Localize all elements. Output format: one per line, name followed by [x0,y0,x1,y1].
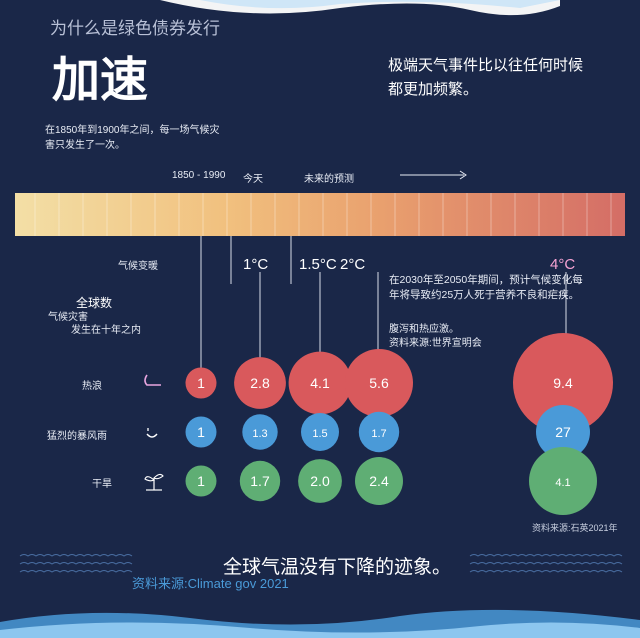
bubble-heat-4 [513,333,613,433]
bubble-storm-4 [536,405,590,459]
right-note: 极端天气事件比以往任何时候都更加频繁。 [388,57,584,98]
temp-label-1-5c: 1.5°C [299,256,337,273]
header-subtitle: 为什么是绿色债券发行 [50,19,220,38]
period-today: 今天 [243,174,263,185]
storm-icon [146,428,158,438]
bubble-label-heat-4: 9.4 [553,375,573,391]
bubble-label-heat-1: 2.8 [250,375,270,391]
warming-label: 气候变暖 [118,261,158,272]
footer-message: 全球气温没有下降的迹象。 [223,557,452,578]
bubble-label-drought-1: 1.7 [250,473,270,489]
bubble-storm-0 [185,416,217,448]
global-count-sub2: 发生在十年之内 [71,325,141,336]
row-label-storm: 猛烈的暴风雨 [47,431,107,442]
bubble-label-heat-2: 4.1 [310,375,330,391]
intro-text: 在1850年到1900年之间，每一场气候灾害只发生了一次。 [45,125,220,151]
row-label-heat: 热浪 [82,381,102,392]
bubble-label-drought-2: 2.0 [310,473,330,489]
period-future: 未来的预测 [304,174,354,185]
bubble-drought-2 [298,459,342,503]
bubble-storm-2 [301,413,339,451]
temp-label-2c: 2°C [340,256,366,273]
global-count-sub1: 气候灾害 [48,312,88,323]
bubble-label-heat-3: 5.6 [369,375,389,391]
bubble-heat-2 [288,351,352,415]
annotation-text: 在2030年至2050年期间，预计气候变化每年将导致约25万人死于营养不良和疟疾… [389,274,583,301]
bubble-heat-1 [234,357,286,409]
bubble-drought-1 [239,460,281,502]
wavy-line-decoration [19,554,623,573]
bubble-label-storm-0: 1 [197,424,205,440]
bubble-heat-3 [345,349,413,417]
bubble-heat-0 [185,367,217,399]
bottom-wave-decoration [0,609,640,638]
period-past: 1850 - 1990 [172,170,226,181]
bubble-drought-0 [185,465,217,497]
bubble-storm-3 [358,411,400,453]
annotation-source: 资料来源:世界宣明会 [389,338,482,349]
arrow-right-icon [400,170,467,180]
bubble-label-storm-2: 1.5 [312,428,327,440]
row-label-drought: 干旱 [92,479,112,490]
bubble-label-storm-1: 1.3 [252,428,267,440]
bubble-label-storm-4: 27 [555,424,571,440]
temp-label-1c: 1°C [243,256,269,273]
heatwave-icon [144,374,161,386]
bubble-label-drought-3: 2.4 [369,473,389,489]
global-count-title: 全球数 [76,296,113,310]
bubble-drought-3 [355,457,403,505]
source-right: 资料来源:石英2021年 [532,523,618,533]
temp-label-4c: 4°C [550,256,576,273]
footer-source-left: 资料来源:Climate gov 2021 [132,576,289,591]
bubble-label-heat-0: 1 [197,375,205,391]
drought-plant-icon [144,473,164,491]
temperature-gradient-bar [15,193,625,236]
top-wave-decoration [160,0,560,16]
bubble-label-storm-3: 1.7 [371,428,386,440]
bubble-drought-4 [529,447,597,515]
page-title: 加速 [52,54,149,107]
annotation-line2: 腹泻和热应激。 [389,324,459,335]
bubble-label-drought-0: 1 [197,473,205,489]
bubble-label-drought-4: 4.1 [555,477,570,489]
bubble-storm-1 [242,414,278,450]
